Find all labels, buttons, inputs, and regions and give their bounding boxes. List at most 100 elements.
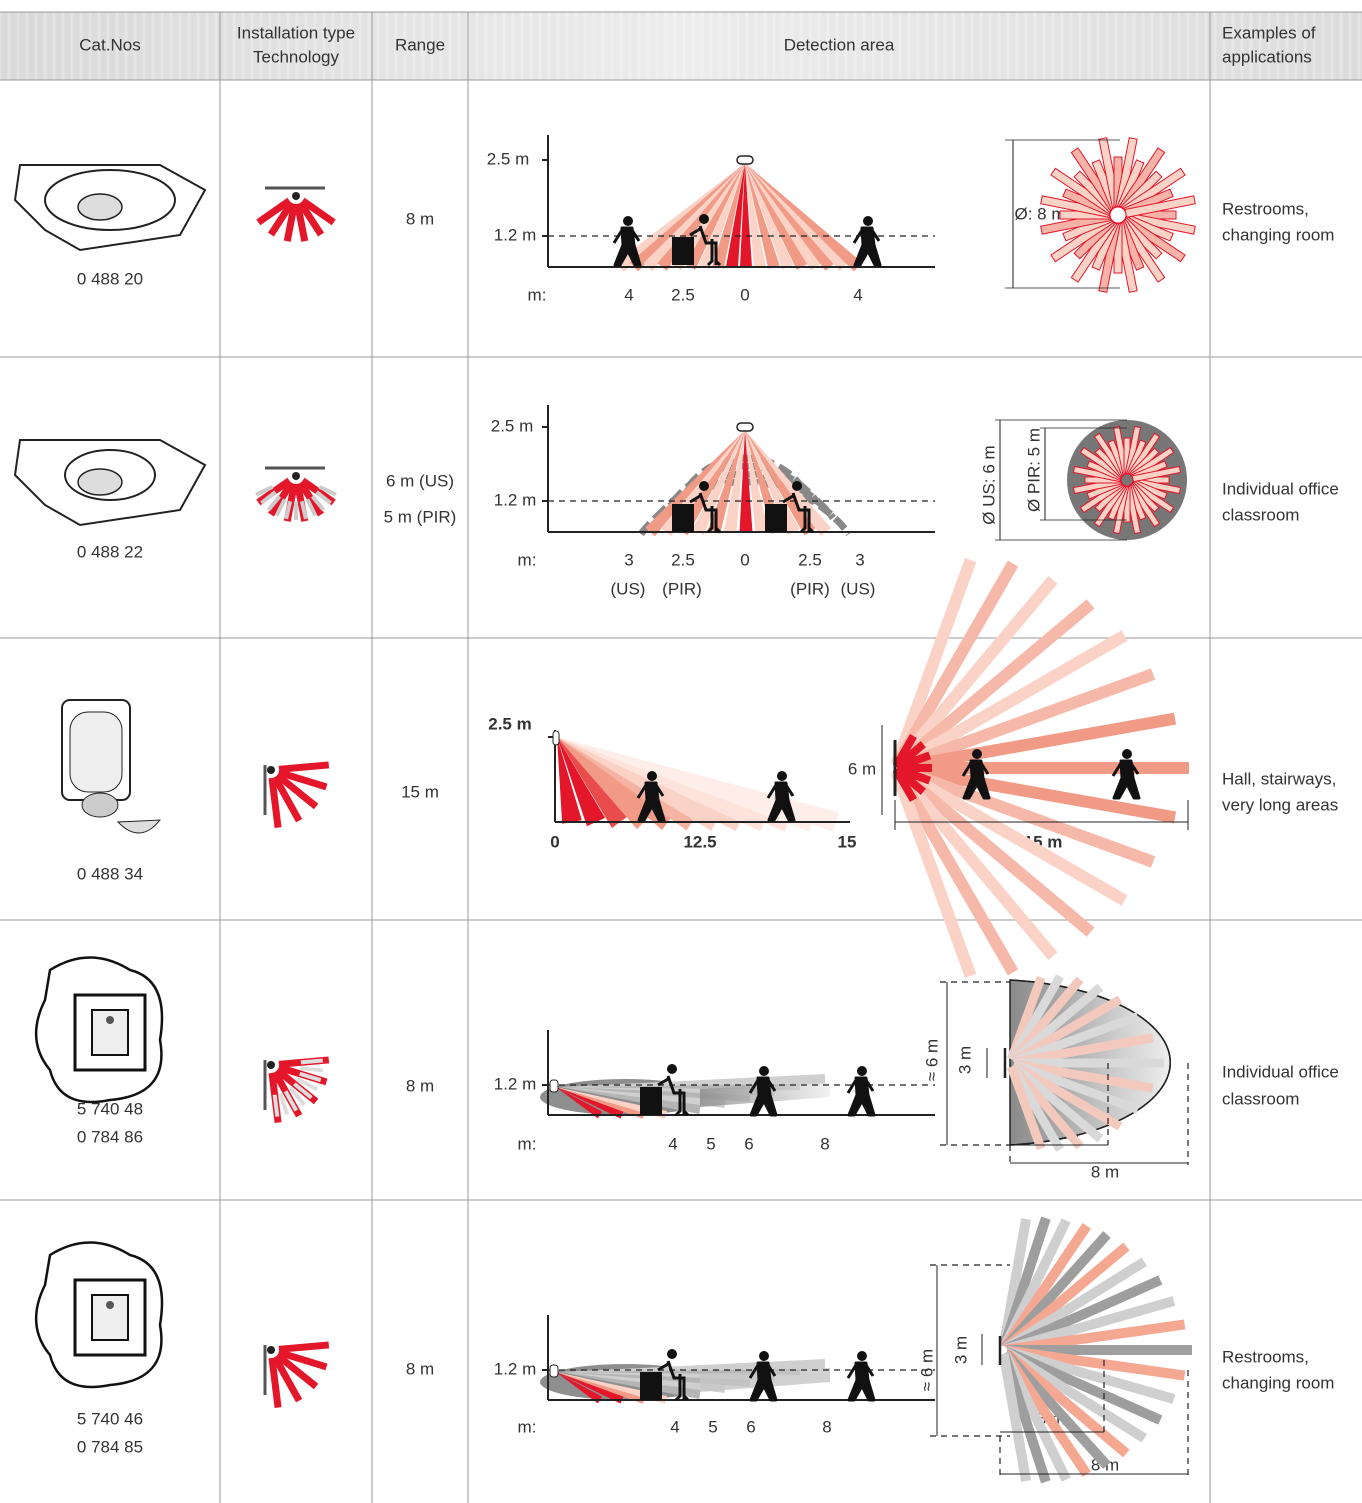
beam bbox=[645, 430, 745, 537]
beam bbox=[745, 163, 780, 269]
beam bbox=[1005, 1346, 1176, 1404]
beam bbox=[616, 163, 745, 272]
beam bbox=[288, 1086, 306, 1107]
person-head bbox=[667, 1064, 677, 1074]
beam bbox=[707, 430, 745, 534]
beam bbox=[557, 737, 768, 832]
beam bbox=[723, 430, 745, 533]
person-body bbox=[961, 759, 991, 800]
person-seated bbox=[657, 1075, 690, 1117]
beam bbox=[998, 1353, 1032, 1482]
beam bbox=[268, 480, 295, 517]
beam bbox=[557, 737, 582, 824]
beam bbox=[300, 197, 336, 226]
diagram-label: 4 bbox=[670, 1417, 679, 1436]
beam bbox=[643, 163, 745, 272]
diagram-label: 1.2 m bbox=[494, 490, 537, 509]
person-head bbox=[972, 749, 982, 759]
beam bbox=[556, 1372, 646, 1404]
beam bbox=[891, 560, 1019, 768]
person-head bbox=[857, 1351, 867, 1361]
beam bbox=[556, 1087, 603, 1119]
beam bbox=[275, 772, 319, 810]
beam bbox=[1002, 1242, 1130, 1352]
desk bbox=[765, 504, 787, 532]
beam bbox=[739, 430, 753, 533]
sensor-dot bbox=[292, 472, 300, 480]
detection-zone-outline bbox=[1009, 979, 1172, 1146]
cat-no: 0 488 22 bbox=[77, 542, 143, 561]
beam bbox=[284, 500, 293, 520]
beam bbox=[897, 764, 932, 772]
beam bbox=[629, 163, 745, 272]
beam bbox=[892, 767, 917, 803]
desk bbox=[672, 504, 694, 532]
person-head bbox=[623, 216, 633, 226]
person-seated bbox=[689, 492, 722, 534]
cat-no: 0 784 85 bbox=[77, 1437, 143, 1456]
beam bbox=[1011, 1061, 1123, 1131]
diagram-label: 8 bbox=[822, 1417, 831, 1436]
beam bbox=[557, 737, 792, 832]
beam bbox=[294, 502, 298, 520]
beam bbox=[1011, 995, 1123, 1065]
beam bbox=[256, 197, 292, 226]
person-body bbox=[846, 1076, 876, 1117]
beam bbox=[296, 1077, 318, 1092]
person-body bbox=[612, 226, 642, 267]
person-seated bbox=[689, 225, 722, 267]
beam bbox=[297, 200, 324, 237]
diagram-label: m: bbox=[528, 285, 547, 304]
beam bbox=[896, 763, 1156, 868]
person-head bbox=[667, 1349, 677, 1359]
beam bbox=[1001, 1231, 1111, 1351]
diagram-label: (US) bbox=[841, 579, 876, 598]
sensor-dot bbox=[292, 192, 300, 200]
beam bbox=[745, 430, 769, 534]
device-lens bbox=[81, 792, 119, 818]
person-head bbox=[863, 216, 873, 226]
person-head bbox=[759, 1351, 769, 1361]
beam bbox=[271, 1355, 303, 1403]
header-text: Installation type bbox=[237, 23, 355, 42]
diagram-label: (PIR) bbox=[662, 579, 702, 598]
device-lens bbox=[77, 193, 123, 221]
beam bbox=[557, 737, 698, 831]
beam bbox=[1013, 1033, 1154, 1067]
person-head bbox=[777, 771, 787, 781]
range: 6 m (US) bbox=[386, 471, 454, 490]
beam bbox=[299, 1071, 322, 1083]
beam bbox=[895, 764, 932, 785]
person-body bbox=[846, 1361, 876, 1402]
application: very long areas bbox=[1222, 795, 1338, 814]
beam bbox=[283, 203, 298, 242]
beam bbox=[305, 498, 318, 517]
diagram-label: 0 bbox=[550, 832, 559, 851]
beam bbox=[1010, 983, 1104, 1064]
sensor bbox=[736, 155, 754, 165]
beam bbox=[897, 762, 1177, 824]
person-body bbox=[1111, 759, 1141, 800]
beam bbox=[745, 163, 808, 270]
diagram-label: 3 bbox=[855, 550, 864, 569]
beam bbox=[310, 494, 326, 512]
diagram-label: Ø: 8 m bbox=[1014, 204, 1065, 223]
beam bbox=[556, 1372, 603, 1404]
beam bbox=[895, 764, 1128, 906]
diagram-label: 2.5 bbox=[671, 285, 695, 304]
range: 8 m bbox=[406, 1076, 434, 1095]
beam bbox=[895, 630, 1128, 772]
beam bbox=[300, 1066, 323, 1073]
header-text: Range bbox=[395, 35, 445, 54]
beam bbox=[272, 1094, 280, 1117]
device-lens bbox=[77, 468, 123, 496]
beam bbox=[300, 1058, 323, 1065]
application: changing room bbox=[1222, 1373, 1334, 1392]
beam bbox=[557, 737, 629, 828]
beam bbox=[1131, 465, 1182, 483]
sensor-dot bbox=[267, 1061, 275, 1069]
beam bbox=[266, 494, 282, 512]
diagram-label: 8 bbox=[820, 1134, 829, 1153]
beam bbox=[297, 480, 324, 517]
beam bbox=[255, 485, 274, 497]
